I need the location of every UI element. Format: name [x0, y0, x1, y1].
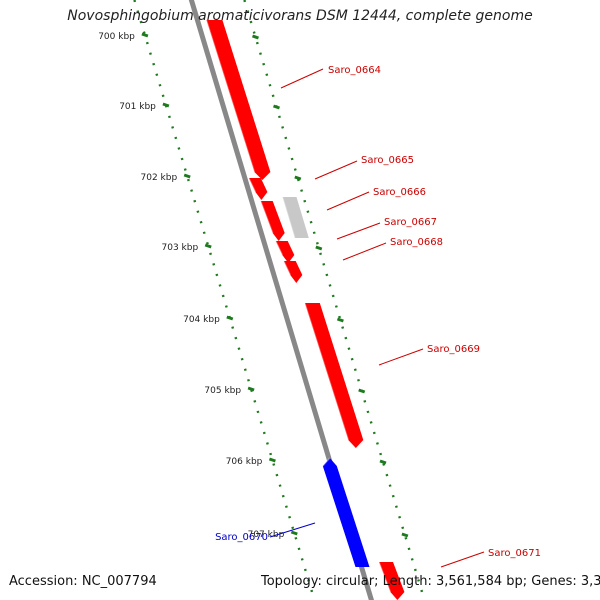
topology-label: Topology: circular; Length: 3,561,584 bp…	[261, 574, 600, 589]
gene-saro-0670-highlight	[322, 457, 331, 467]
tick-label: 704 kbp	[183, 315, 220, 325]
tick-mark	[141, 32, 149, 38]
gene-saro-0667-highlight	[259, 200, 274, 234]
gene-label: Saro_0666	[373, 187, 426, 198]
gene-saro-0665	[248, 178, 268, 200]
gene-saro-0669-part	[283, 261, 303, 283]
tick-mark	[183, 173, 191, 179]
gene-label: Saro_0665	[361, 155, 414, 166]
tick-mark	[379, 459, 387, 465]
accession-label: Accession: NC_007794	[9, 574, 157, 589]
gene-saro-0669-part-highlight	[283, 260, 291, 276]
gene-label-leader	[269, 522, 316, 538]
tick-mark	[358, 388, 366, 394]
tick-label: 707 kbp	[248, 530, 285, 540]
gene-saro-0671-highlight	[378, 561, 392, 593]
inner-tick-track	[133, 0, 316, 600]
gene-label-leader	[440, 551, 485, 568]
tick-label: 703 kbp	[162, 243, 199, 253]
gene-saro-0666	[282, 197, 309, 238]
gene-saro-0665-highlight	[248, 177, 257, 193]
tick-mark	[273, 104, 280, 110]
gene-saro-0671	[379, 562, 405, 600]
gene-saro-0670	[322, 458, 370, 567]
tick-label: 705 kbp	[204, 386, 241, 396]
tick-mark	[294, 175, 302, 181]
tick-mark	[268, 457, 276, 463]
gene-label: Saro_0669	[427, 344, 480, 355]
tick-mark	[204, 243, 212, 249]
tick-label: 701 kbp	[119, 102, 156, 112]
gene-label: Saro_0670	[215, 532, 268, 543]
map-title: Novosphingobium aromaticivorans DSM 1244…	[67, 8, 533, 24]
gene-label: Saro_0667	[384, 217, 437, 228]
tick-label: 702 kbp	[141, 173, 178, 183]
tick-label: 706 kbp	[226, 457, 263, 467]
gene-saro-0668	[275, 241, 295, 263]
gene-saro-0669-highlight	[304, 302, 350, 441]
tick-mark	[401, 532, 409, 538]
gene-label-leader	[314, 160, 358, 180]
tick-mark	[162, 102, 170, 108]
outer-tick-track	[243, 0, 426, 600]
tick-mark	[247, 386, 255, 392]
gene-saro-0664-highlight	[205, 19, 256, 173]
gene-label: Saro_0668	[390, 237, 443, 248]
gene-label-leader	[326, 191, 370, 211]
gene-label-leader	[280, 68, 324, 89]
gene-saro-0666-highlight	[281, 196, 296, 239]
gene-saro-0667	[260, 201, 285, 241]
gene-label-leader	[378, 348, 424, 366]
gene-label: Saro_0671	[488, 548, 541, 559]
gene-saro-0668-highlight	[275, 240, 283, 256]
tick-mark	[336, 317, 344, 323]
gene-saro-0664	[206, 20, 271, 180]
tick-mark	[315, 245, 323, 251]
gene-label-leader	[336, 222, 381, 240]
tick-mark	[252, 34, 259, 40]
tick-mark	[226, 315, 234, 321]
tick-mark	[290, 530, 298, 536]
tick-label: 700 kbp	[98, 32, 135, 42]
gene-saro-0669	[304, 303, 364, 448]
gene-label: Saro_0664	[328, 65, 381, 76]
gene-label-leader	[342, 242, 387, 261]
